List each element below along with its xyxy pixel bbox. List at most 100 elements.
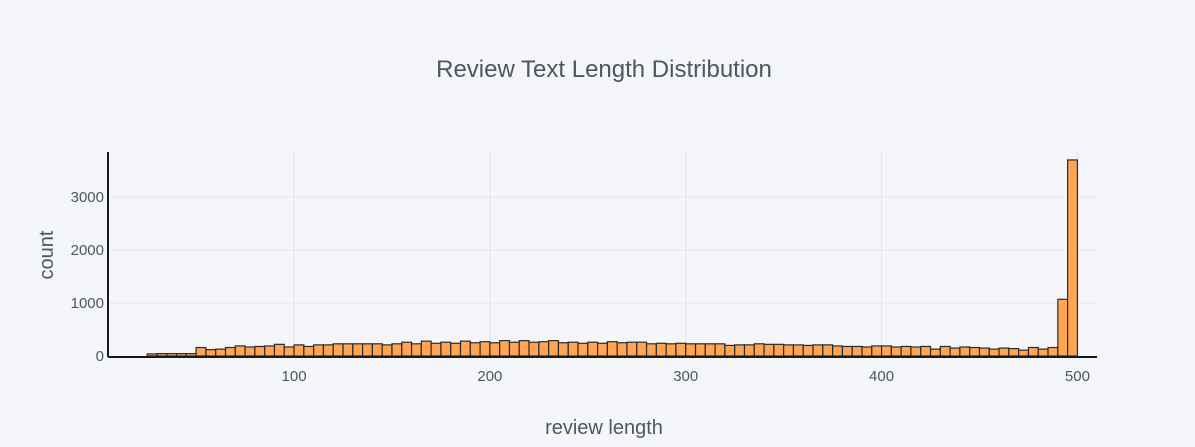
- histogram-bar: [1067, 159, 1079, 357]
- histogram-bar: [381, 344, 393, 357]
- histogram-bar: [694, 343, 706, 357]
- histogram-bar: [371, 343, 383, 357]
- histogram-bar: [929, 348, 941, 357]
- histogram-bar: [577, 342, 589, 357]
- histogram-bar: [205, 349, 217, 357]
- histogram-bar: [645, 343, 657, 357]
- histogram-bar: [871, 345, 883, 357]
- histogram-bar: [557, 342, 569, 357]
- histogram-bar: [773, 343, 785, 357]
- histogram-bar: [959, 346, 971, 357]
- histogram-bar: [783, 344, 795, 357]
- histogram-bar: [273, 343, 285, 357]
- histogram-bar: [234, 345, 246, 357]
- histogram-bar: [401, 341, 413, 357]
- histogram-bar: [244, 346, 256, 357]
- histogram-bar: [195, 346, 207, 357]
- histogram-bar: [616, 342, 628, 357]
- histogram-bar: [685, 343, 697, 357]
- y-tick-label: 1000: [71, 295, 104, 312]
- histogram-bar: [704, 343, 716, 357]
- histogram-bar: [812, 344, 824, 357]
- histogram-bar: [166, 353, 178, 357]
- histogram-bar: [1018, 349, 1030, 357]
- histogram-bar: [802, 344, 814, 357]
- x-axis-title: review length: [545, 417, 663, 439]
- histogram-bar: [156, 353, 168, 357]
- histogram-bar: [342, 343, 354, 357]
- histogram-bar: [420, 340, 432, 357]
- x-tick-labels: 100 200 300 400 500: [282, 368, 1090, 385]
- x-tick-label: 200: [477, 368, 502, 385]
- histogram-bar: [146, 353, 158, 357]
- histogram-bar: [949, 347, 961, 357]
- axes: [107, 152, 1097, 358]
- histogram-bar: [469, 342, 481, 357]
- histogram-bar: [675, 342, 687, 357]
- histogram-bar: [254, 345, 266, 357]
- histogram-bar: [851, 345, 863, 357]
- histogram-bar: [900, 345, 912, 357]
- histogram-bar: [538, 341, 550, 357]
- x-tick-label: 500: [1065, 368, 1090, 385]
- histogram-bar: [822, 344, 834, 357]
- histogram-bar: [440, 341, 452, 357]
- histogram-bar: [714, 343, 726, 357]
- histogram-bar: [410, 343, 422, 357]
- histogram-bar: [988, 348, 1000, 357]
- histogram-bar: [1037, 348, 1049, 357]
- histogram-bar: [332, 343, 344, 357]
- x-tick-label: 400: [869, 368, 894, 385]
- histogram-bar: [567, 341, 579, 357]
- x-tick-label: 100: [282, 368, 307, 385]
- histogram-bar: [430, 342, 442, 357]
- histogram-bar: [313, 344, 325, 357]
- histogram-bar: [880, 345, 892, 357]
- histogram-bar: [861, 346, 873, 357]
- histogram-bar: [978, 347, 990, 357]
- histogram-bar: [391, 343, 403, 357]
- histogram-bar: [185, 353, 197, 357]
- histogram-bars: [146, 159, 1079, 357]
- histogram-bar: [832, 345, 844, 357]
- histogram-bar: [450, 342, 462, 357]
- histogram-bar: [665, 343, 677, 357]
- histogram-bar: [1057, 298, 1069, 357]
- histogram-bar: [841, 345, 853, 357]
- histogram-bar: [322, 344, 334, 357]
- histogram-bar: [283, 346, 295, 357]
- histogram-bar: [792, 344, 804, 357]
- histogram-bar: [969, 346, 981, 357]
- histogram-bar: [508, 341, 520, 357]
- histogram-bar: [1027, 346, 1039, 357]
- histogram-bar: [528, 341, 540, 357]
- histogram-bar: [352, 343, 364, 357]
- histogram-bar: [910, 346, 922, 357]
- histogram-bar: [548, 340, 560, 357]
- histogram-bar: [890, 346, 902, 357]
- histogram-bar: [489, 342, 501, 357]
- histogram-bar: [724, 344, 736, 357]
- histogram-bar: [479, 341, 491, 357]
- histogram-bar: [361, 343, 373, 357]
- histogram-bar: [939, 345, 951, 357]
- histogram-bar: [215, 348, 227, 357]
- y-tick-label: 0: [96, 348, 104, 365]
- histogram-bar: [597, 342, 608, 357]
- histogram-bar: [264, 345, 276, 357]
- histogram-bar: [293, 344, 305, 357]
- histogram-bar: [499, 340, 511, 357]
- histogram-bar: [518, 340, 530, 357]
- histogram-bar: [1047, 346, 1059, 357]
- histogram-bar: [655, 342, 667, 357]
- y-axis-title: count: [36, 230, 58, 279]
- grid-lines: [108, 152, 1097, 356]
- histogram-bar: [224, 346, 236, 357]
- histogram-bar: [606, 341, 618, 357]
- histogram-bar: [920, 345, 932, 357]
- chart-title: Review Text Length Distribution: [436, 56, 772, 83]
- histogram-bar: [753, 343, 765, 357]
- histogram-bar: [763, 343, 775, 357]
